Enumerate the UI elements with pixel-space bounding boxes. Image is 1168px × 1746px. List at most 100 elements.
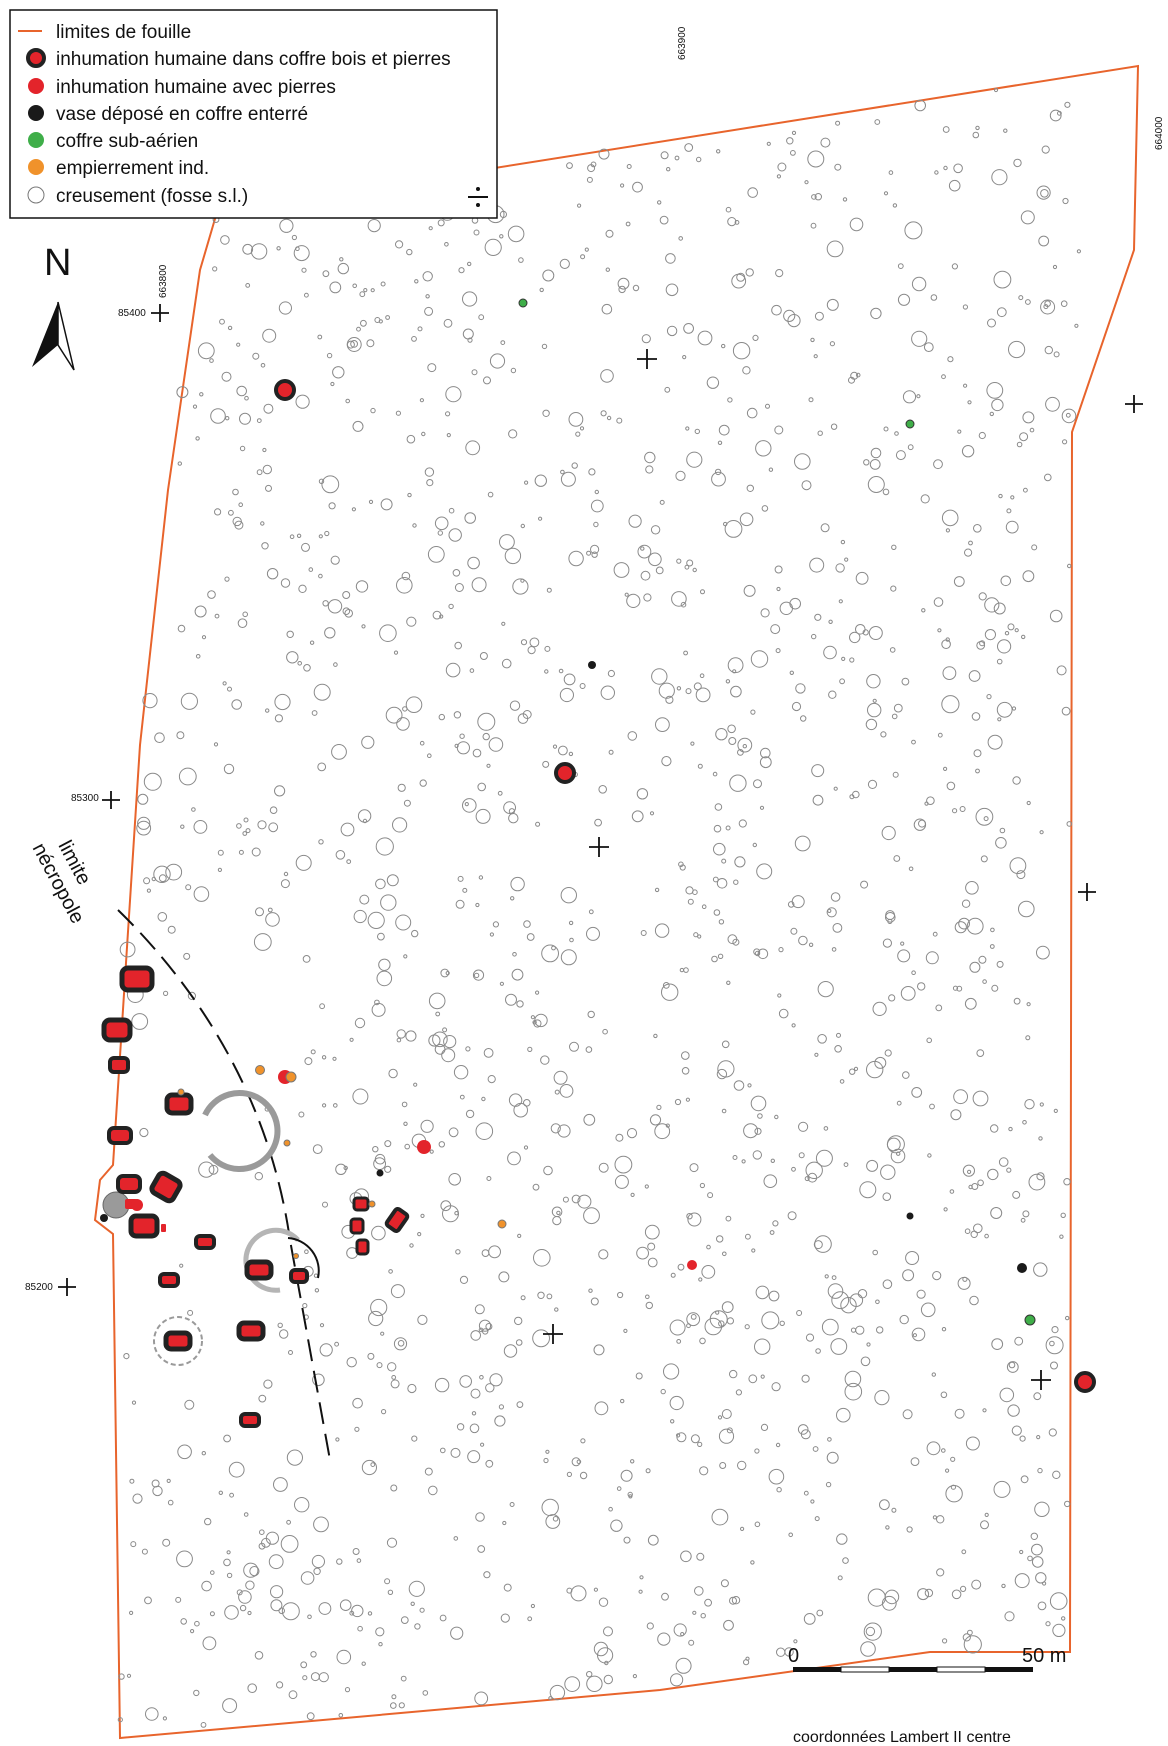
grave: [163, 1330, 193, 1352]
pit: [260, 521, 265, 526]
pit: [193, 820, 208, 834]
pit: [380, 1331, 385, 1336]
pit: [245, 828, 251, 834]
pit: [243, 817, 249, 823]
pit: [1023, 487, 1028, 493]
pit: [489, 353, 506, 369]
pit: [564, 1676, 581, 1692]
pit: [475, 902, 480, 908]
pit: [499, 210, 507, 218]
pit: [400, 1616, 409, 1624]
pit: [464, 802, 469, 807]
pit: [228, 509, 234, 516]
pit: [554, 1089, 560, 1095]
pit: [661, 756, 672, 767]
pit: [721, 1040, 730, 1049]
pit: [659, 499, 665, 505]
pit: [892, 771, 899, 778]
pit: [312, 1144, 323, 1154]
pit: [907, 444, 914, 451]
pit: [297, 661, 303, 666]
pit: [811, 764, 825, 778]
pit: [636, 1246, 649, 1260]
pit: [849, 1068, 856, 1075]
pit: [321, 1055, 327, 1060]
pit: [319, 1343, 333, 1357]
pit: [948, 179, 961, 192]
pit: [800, 715, 807, 722]
pit: [204, 1517, 212, 1526]
pit: [257, 820, 267, 830]
pit: [593, 1641, 609, 1657]
pit: [583, 1207, 600, 1225]
pit: [646, 1622, 654, 1630]
pit: [962, 1633, 971, 1642]
pit: [826, 1451, 839, 1464]
pit: [1008, 1361, 1016, 1369]
pit: [754, 1521, 761, 1528]
pit: [911, 276, 927, 292]
pit: [885, 1525, 890, 1530]
pit: [893, 703, 903, 713]
pit: [1061, 706, 1071, 716]
pit: [518, 257, 524, 263]
pit: [146, 888, 151, 893]
pit: [541, 343, 548, 350]
pit: [860, 1641, 876, 1657]
pit: [817, 430, 823, 436]
pit: [217, 867, 222, 873]
pit: [176, 1550, 193, 1568]
pit: [482, 732, 490, 741]
legend-vase-icon: [28, 105, 44, 121]
pit: [763, 1174, 778, 1188]
pit: [794, 453, 811, 470]
pit: [830, 423, 838, 430]
pit: [499, 234, 504, 239]
pit: [975, 768, 980, 774]
pit: [866, 674, 881, 689]
pit: [277, 1322, 283, 1329]
pit: [546, 1293, 553, 1300]
pit: [639, 1575, 644, 1580]
pit: [195, 436, 200, 441]
pit: [885, 912, 896, 923]
pit: [844, 1382, 863, 1401]
pit: [417, 1232, 422, 1237]
pit: [437, 219, 445, 227]
pit: [509, 1502, 515, 1507]
pit: [151, 876, 157, 882]
pit: [610, 1519, 623, 1532]
pit: [163, 990, 169, 997]
pit: [335, 1163, 347, 1176]
pit: [510, 876, 525, 892]
north-arrow: N: [32, 242, 75, 371]
pit: [602, 1028, 608, 1035]
pit: [963, 383, 968, 388]
pit: [310, 1049, 316, 1055]
pit: [670, 1673, 684, 1687]
grave: [107, 1126, 133, 1145]
pit: [865, 718, 878, 731]
pit: [214, 508, 222, 516]
pit: [381, 1409, 387, 1415]
pit: [435, 1011, 441, 1017]
pit: [259, 1529, 265, 1535]
pit: [1040, 299, 1056, 315]
pit: [1039, 830, 1044, 835]
pit: [987, 734, 1003, 750]
pit: [783, 309, 796, 322]
pit: [666, 167, 671, 172]
pit: [726, 1317, 735, 1325]
pit: [685, 886, 694, 895]
pit: [391, 1375, 397, 1380]
grave: [194, 1234, 216, 1250]
pit: [387, 1589, 394, 1596]
pit: [1013, 997, 1021, 1005]
scale-bar: 0 50 m coordonnées Lambert II centre: [788, 1645, 1066, 1746]
pit: [473, 229, 480, 236]
pit: [874, 1390, 890, 1406]
pit: [471, 1411, 477, 1416]
pit: [486, 1176, 492, 1181]
pit: [891, 713, 898, 720]
pit: [839, 678, 845, 685]
